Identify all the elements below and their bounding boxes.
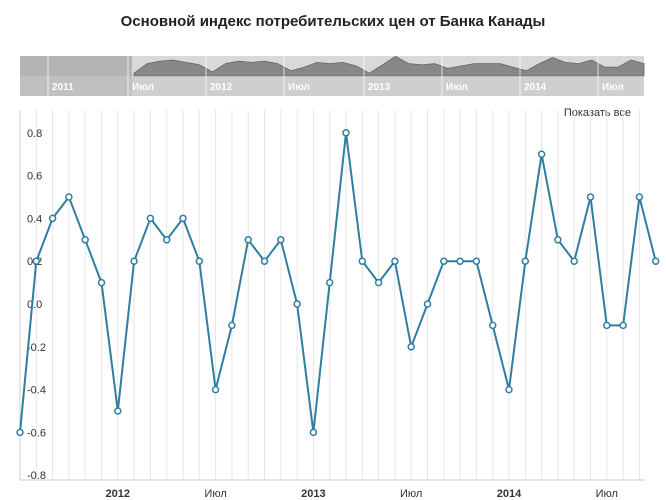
navigator-label: 2013 — [368, 82, 391, 93]
data-point[interactable] — [32, 257, 41, 265]
y-tick-label: 0.4 — [27, 213, 42, 225]
data-point[interactable] — [407, 343, 415, 351]
data-point[interactable] — [635, 193, 644, 201]
data-point[interactable] — [195, 257, 204, 265]
data-point[interactable] — [260, 257, 269, 265]
x-tick-label: Июл — [204, 488, 226, 500]
data-point[interactable] — [342, 129, 350, 137]
y-tick-label: 0.6 — [27, 171, 42, 183]
y-tick-label: -0.8 — [27, 470, 46, 482]
data-point[interactable] — [456, 257, 464, 265]
data-point[interactable] — [309, 428, 318, 437]
data-point[interactable] — [293, 300, 301, 308]
data-point[interactable] — [130, 257, 138, 265]
navigator-labels: 2011 Июл 2012 Июл 2013 Июл 2014 Июл — [47, 56, 624, 96]
reset-zoom-button[interactable]: Показать все — [564, 107, 631, 119]
data-point[interactable] — [277, 236, 285, 244]
data-point[interactable] — [537, 150, 546, 158]
data-series — [19, 131, 657, 434]
navigator-label: 2014 — [524, 82, 547, 93]
data-point[interactable] — [65, 193, 73, 201]
data-point[interactable] — [81, 236, 89, 244]
data-point[interactable] — [97, 278, 106, 287]
data-point[interactable] — [586, 193, 595, 201]
x-tick-label: Июл — [400, 488, 422, 500]
y-tick-label: 0.8 — [27, 128, 42, 140]
chart-title: Основной индекс потребительских цен от Б… — [121, 13, 546, 30]
data-point[interactable] — [440, 257, 448, 265]
data-points — [16, 129, 660, 437]
data-point[interactable] — [146, 214, 155, 223]
y-tick-label: -0.2 — [27, 342, 46, 354]
data-point[interactable] — [358, 257, 367, 265]
navigator-label: Июл — [602, 82, 624, 93]
data-point[interactable] — [374, 278, 383, 287]
chart-grid — [19, 110, 640, 480]
navigator-label: 2012 — [210, 82, 233, 93]
data-point[interactable] — [488, 321, 497, 330]
data-point[interactable] — [570, 257, 578, 265]
data-point[interactable] — [603, 321, 611, 330]
data-point[interactable] — [244, 236, 252, 244]
data-point[interactable] — [423, 300, 432, 308]
x-tick-label: 2014 — [497, 488, 522, 500]
data-point[interactable] — [211, 385, 220, 394]
navigator-label: Июл — [446, 82, 468, 93]
y-axis: 0.80.60.40.20.0-0.2-0.4-0.6-0.8 — [19, 110, 46, 482]
y-tick-label: -0.6 — [27, 427, 46, 439]
x-axis: 2012 Июл 2013 Июл 2014 Июл — [20, 479, 645, 500]
data-point[interactable] — [179, 214, 187, 223]
y-tick-label: -0.4 — [27, 385, 46, 397]
x-tick-label: Июл — [596, 488, 618, 500]
x-tick-label: 2013 — [301, 488, 325, 500]
data-point[interactable] — [505, 385, 513, 394]
data-point[interactable] — [554, 236, 562, 244]
y-tick-label: 0.0 — [27, 299, 42, 311]
x-tick-label: 2012 — [106, 488, 130, 500]
data-point[interactable] — [391, 257, 399, 265]
data-point[interactable] — [114, 407, 122, 415]
navigator-area — [133, 55, 645, 77]
data-point[interactable] — [16, 428, 24, 437]
navigator-series — [133, 55, 645, 77]
data-point[interactable] — [325, 278, 334, 287]
data-point[interactable] — [472, 257, 481, 265]
range-navigator[interactable]: 2011 Июл 2012 Июл 2013 Июл 2014 Июл — [20, 55, 645, 96]
data-point[interactable] — [162, 236, 171, 244]
series-line — [19, 131, 657, 434]
data-point[interactable] — [228, 321, 236, 330]
navigator-label: Июл — [288, 82, 310, 93]
data-point[interactable] — [651, 257, 660, 265]
data-point[interactable] — [619, 321, 627, 330]
navigator-label: Июл — [132, 82, 154, 93]
data-point[interactable] — [521, 257, 530, 265]
navigator-axis-band — [20, 76, 644, 96]
navigator-label: 2011 — [52, 82, 74, 93]
data-point[interactable] — [48, 214, 57, 223]
